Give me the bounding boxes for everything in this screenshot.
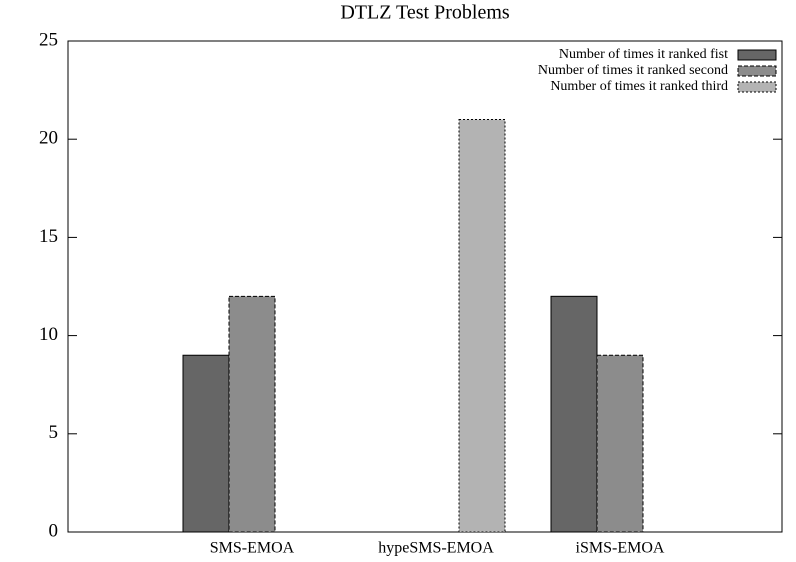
chart-title: DTLZ Test Problems <box>340 2 510 24</box>
legend-swatch <box>737 49 777 61</box>
bar <box>458 119 506 533</box>
y-tick-label: 20 <box>39 128 58 149</box>
x-tick-label: iSMS-EMOA <box>576 540 665 557</box>
bar <box>228 295 276 533</box>
y-tick-label: 5 <box>49 422 59 443</box>
legend-swatch <box>737 81 777 93</box>
legend-label: Number of times it ranked fist <box>559 47 728 62</box>
y-tick-label: 15 <box>39 226 58 247</box>
x-tick-label: hypeSMS-EMOA <box>378 540 494 557</box>
y-tick-label: 10 <box>39 324 58 345</box>
legend-label: Number of times it ranked second <box>538 63 728 78</box>
bar <box>550 295 598 533</box>
x-tick-label: SMS-EMOA <box>210 540 295 557</box>
y-tick-label: 0 <box>49 520 59 541</box>
y-tick-label: 25 <box>39 29 58 50</box>
legend-swatch <box>737 65 777 77</box>
plot-frame <box>67 40 783 533</box>
legend-label: Number of times it ranked third <box>550 79 728 94</box>
bar <box>596 354 644 533</box>
bar <box>182 354 230 533</box>
